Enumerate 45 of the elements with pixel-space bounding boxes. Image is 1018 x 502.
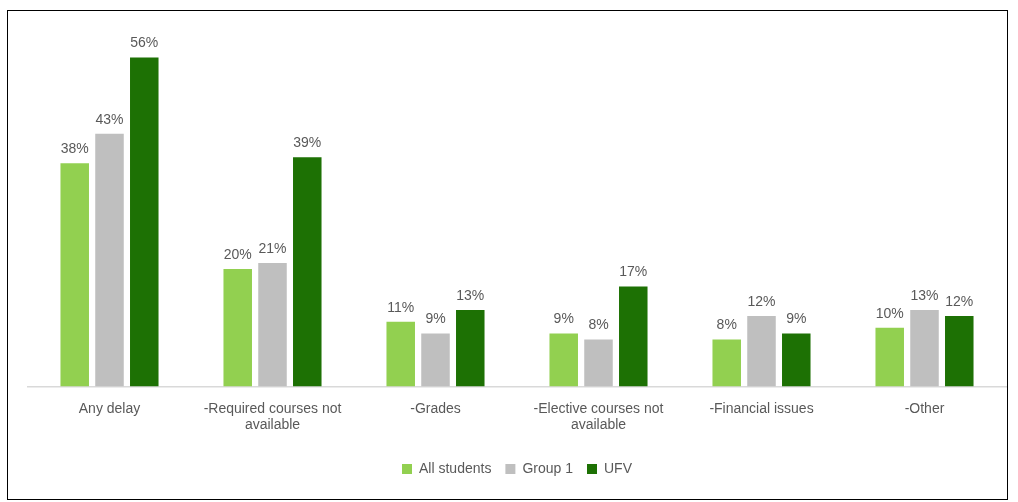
legend-label: Group 1 <box>522 459 574 476</box>
x-tick-label: -Other <box>904 399 945 416</box>
bar <box>747 315 776 387</box>
data-label: 9% <box>553 310 574 327</box>
bar <box>782 333 811 387</box>
x-tick-label: -Financial issues <box>709 399 814 416</box>
data-label: 56% <box>130 34 159 51</box>
bar <box>945 315 974 387</box>
bar <box>421 333 450 387</box>
x-tick-label: Any delay <box>78 399 141 416</box>
bar <box>130 57 159 387</box>
bar <box>910 310 939 387</box>
bar <box>258 263 287 387</box>
legend-label: All students <box>419 459 492 476</box>
bar <box>456 310 485 387</box>
bar <box>584 339 613 387</box>
legend-label: UFV <box>603 459 633 476</box>
data-label: 8% <box>716 316 737 333</box>
bar <box>619 286 648 387</box>
data-label: 13% <box>910 286 939 303</box>
data-label: 8% <box>588 316 609 333</box>
bar <box>60 163 89 387</box>
bar <box>95 133 124 387</box>
data-label: 11% <box>387 298 415 315</box>
bar <box>712 339 741 387</box>
data-label: 38% <box>60 140 89 157</box>
x-tick-label: -Elective courses not available <box>533 399 664 433</box>
data-label: 13% <box>456 286 485 303</box>
data-label: 9% <box>786 310 807 327</box>
data-label: 10% <box>875 304 904 321</box>
data-label: 20% <box>223 245 252 262</box>
data-label: 17% <box>619 263 648 280</box>
bar <box>223 268 252 387</box>
data-label: 39% <box>293 134 322 151</box>
data-label: 12% <box>747 292 776 309</box>
bar <box>293 157 322 387</box>
data-label: 43% <box>95 110 124 127</box>
data-label: 21% <box>258 239 287 256</box>
x-tick-label: -Grades <box>410 399 461 416</box>
data-label: 12% <box>945 292 974 309</box>
x-tick-label: -Required courses not available <box>203 399 342 433</box>
bar <box>875 327 904 387</box>
bar <box>549 333 578 387</box>
data-label: 9% <box>425 310 446 327</box>
bar <box>386 321 415 387</box>
